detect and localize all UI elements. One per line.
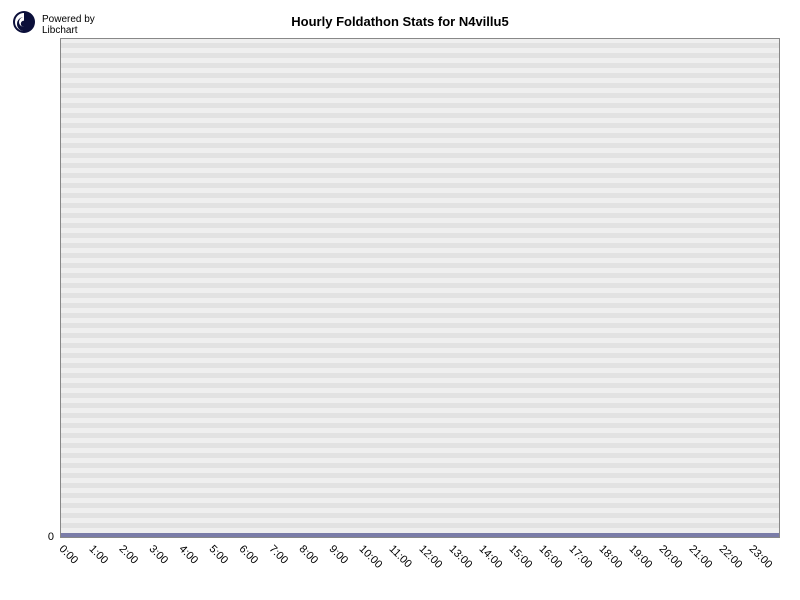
x-tick-label: 10:00 — [356, 543, 384, 571]
x-tick-label: 7:00 — [266, 543, 290, 567]
y-tick-label: 0 — [48, 531, 54, 543]
x-tick-label: 2:00 — [116, 543, 140, 567]
x-tick-label: 20:00 — [656, 543, 684, 571]
x-tick-label: 18:00 — [596, 543, 624, 571]
x-tick-label: 12:00 — [416, 543, 444, 571]
chart-container: Powered by Libchart Hourly Foldathon Sta… — [0, 0, 800, 600]
x-tick-label: 4:00 — [176, 543, 200, 567]
x-tick-label: 3:00 — [146, 543, 170, 567]
x-tick-label: 22:00 — [716, 543, 744, 571]
x-tick-label: 11:00 — [386, 543, 413, 570]
x-tick-label: 8:00 — [296, 543, 320, 567]
x-tick-label: 1:00 — [86, 543, 110, 567]
x-tick-label: 21:00 — [686, 543, 714, 571]
baseline-bar — [60, 533, 780, 538]
x-tick-label: 23:00 — [746, 543, 774, 571]
x-tick-label: 13:00 — [446, 543, 474, 571]
x-tick-label: 19:00 — [626, 543, 654, 571]
x-tick-label: 17:00 — [566, 543, 594, 571]
x-tick-label: 9:00 — [326, 543, 350, 567]
x-tick-label: 6:00 — [236, 543, 260, 567]
x-tick-label: 14:00 — [476, 543, 504, 571]
x-tick-label: 0:00 — [56, 543, 80, 567]
chart-title: Hourly Foldathon Stats for N4villu5 — [0, 14, 800, 29]
plot-area — [60, 38, 780, 538]
x-tick-label: 16:00 — [536, 543, 564, 571]
plot-grid-stripes — [60, 38, 780, 538]
x-tick-label: 5:00 — [206, 543, 230, 567]
x-tick-label: 15:00 — [506, 543, 534, 571]
